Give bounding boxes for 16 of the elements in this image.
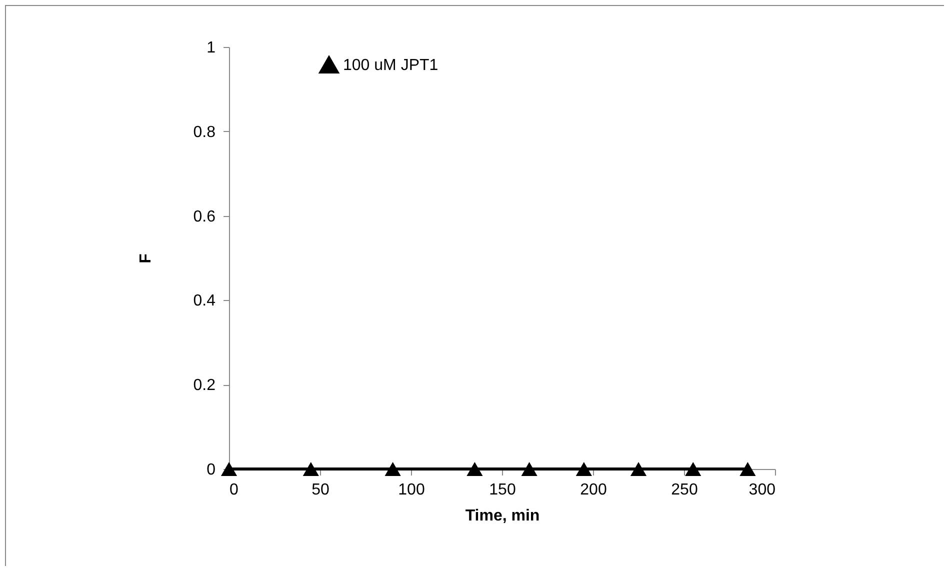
y-tick-label: 0.2 bbox=[193, 377, 216, 394]
y-axis-title: F bbox=[137, 253, 154, 264]
x-axis-title: Time, min bbox=[465, 508, 540, 524]
y-tick-label: 0.8 bbox=[193, 124, 216, 141]
legend-label: 100 uM JPT1 bbox=[343, 57, 438, 74]
x-tick-label: 0 bbox=[230, 482, 238, 498]
x-tick-label: 100 bbox=[398, 482, 425, 498]
x-tick-label: 150 bbox=[489, 482, 516, 498]
x-tick-label: 300 bbox=[748, 482, 776, 498]
y-tick-label: 0.4 bbox=[193, 292, 216, 310]
y-tick-label: 0 bbox=[206, 462, 216, 478]
x-tick-label: 250 bbox=[671, 482, 698, 498]
x-tick-label: 50 bbox=[312, 482, 330, 498]
y-tick-label: 0.6 bbox=[193, 208, 216, 226]
y-tick-label: 1 bbox=[206, 40, 216, 56]
x-tick-label: 200 bbox=[580, 482, 607, 498]
